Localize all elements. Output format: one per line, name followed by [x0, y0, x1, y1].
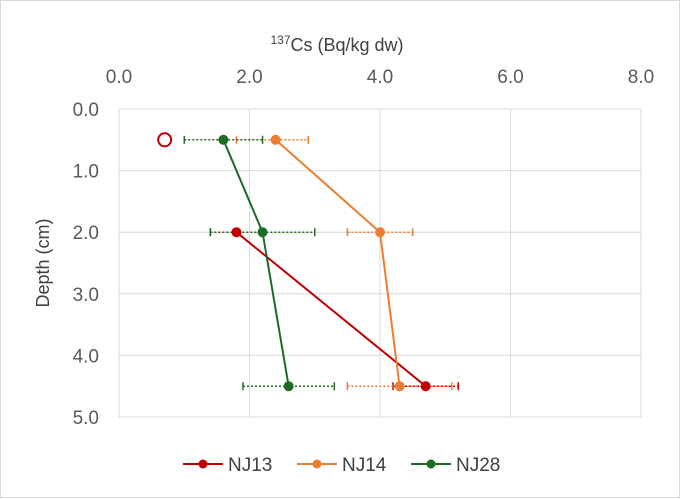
title-main-text: Cs (Bq/kg dw) — [291, 35, 404, 55]
legend-marker-nj14 — [312, 459, 322, 469]
y-tick-label: 2.0 — [73, 223, 99, 244]
y-tick-label: 1.0 — [73, 162, 99, 183]
legend-marker-nj13 — [198, 459, 208, 469]
x-axis-title: 137Cs (Bq/kg dw) — [270, 33, 403, 55]
nj13-series-line — [235, 231, 427, 387]
nj14-data-point — [375, 227, 385, 238]
nj28-data-point — [218, 134, 229, 145]
y-axis-label: Depth (cm) — [33, 218, 53, 307]
x-tick-label: 6.0 — [497, 67, 523, 88]
nj14-data-point — [270, 134, 281, 145]
svg-text:137Cs (Bq/kg dw): 137Cs (Bq/kg dw) — [270, 33, 403, 55]
title-superscript: 137 — [270, 33, 290, 47]
y-tick-label: 5.0 — [73, 408, 99, 429]
legend-label-nj28: NJ28 — [456, 455, 500, 476]
error-bars — [183, 135, 460, 391]
nj28-data-point — [257, 227, 268, 238]
data-markers — [157, 132, 431, 392]
x-tick-label: 4.0 — [367, 67, 393, 88]
x-tick-label: 8.0 — [628, 67, 654, 88]
legend-label-nj14: NJ14 — [342, 455, 387, 476]
series-lines — [222, 139, 427, 387]
y-tick-label: 3.0 — [73, 285, 99, 306]
x-tick-label: 0.0 — [106, 67, 132, 88]
y-tick-label: 0.0 — [73, 100, 99, 121]
nj13-data-point — [420, 381, 431, 392]
nj28-series-line — [222, 139, 290, 387]
y-tick-label: 4.0 — [73, 346, 99, 367]
legend-marker-nj28 — [426, 459, 436, 469]
x-tick-labels: 0.0 2.0 4.0 6.0 8.0 — [106, 67, 654, 88]
x-tick-label: 2.0 — [236, 67, 262, 88]
legend-label-nj13: NJ13 — [228, 455, 272, 476]
nj28-data-point — [283, 381, 294, 392]
nj13-open-data-point — [157, 132, 173, 148]
gridlines — [118, 108, 642, 418]
y-tick-labels: 0.0 1.0 2.0 3.0 4.0 5.0 — [73, 100, 99, 429]
nj14-data-point — [394, 381, 405, 392]
nj13-data-point — [231, 227, 242, 238]
legend: NJ13 NJ14 NJ28 — [183, 455, 500, 476]
